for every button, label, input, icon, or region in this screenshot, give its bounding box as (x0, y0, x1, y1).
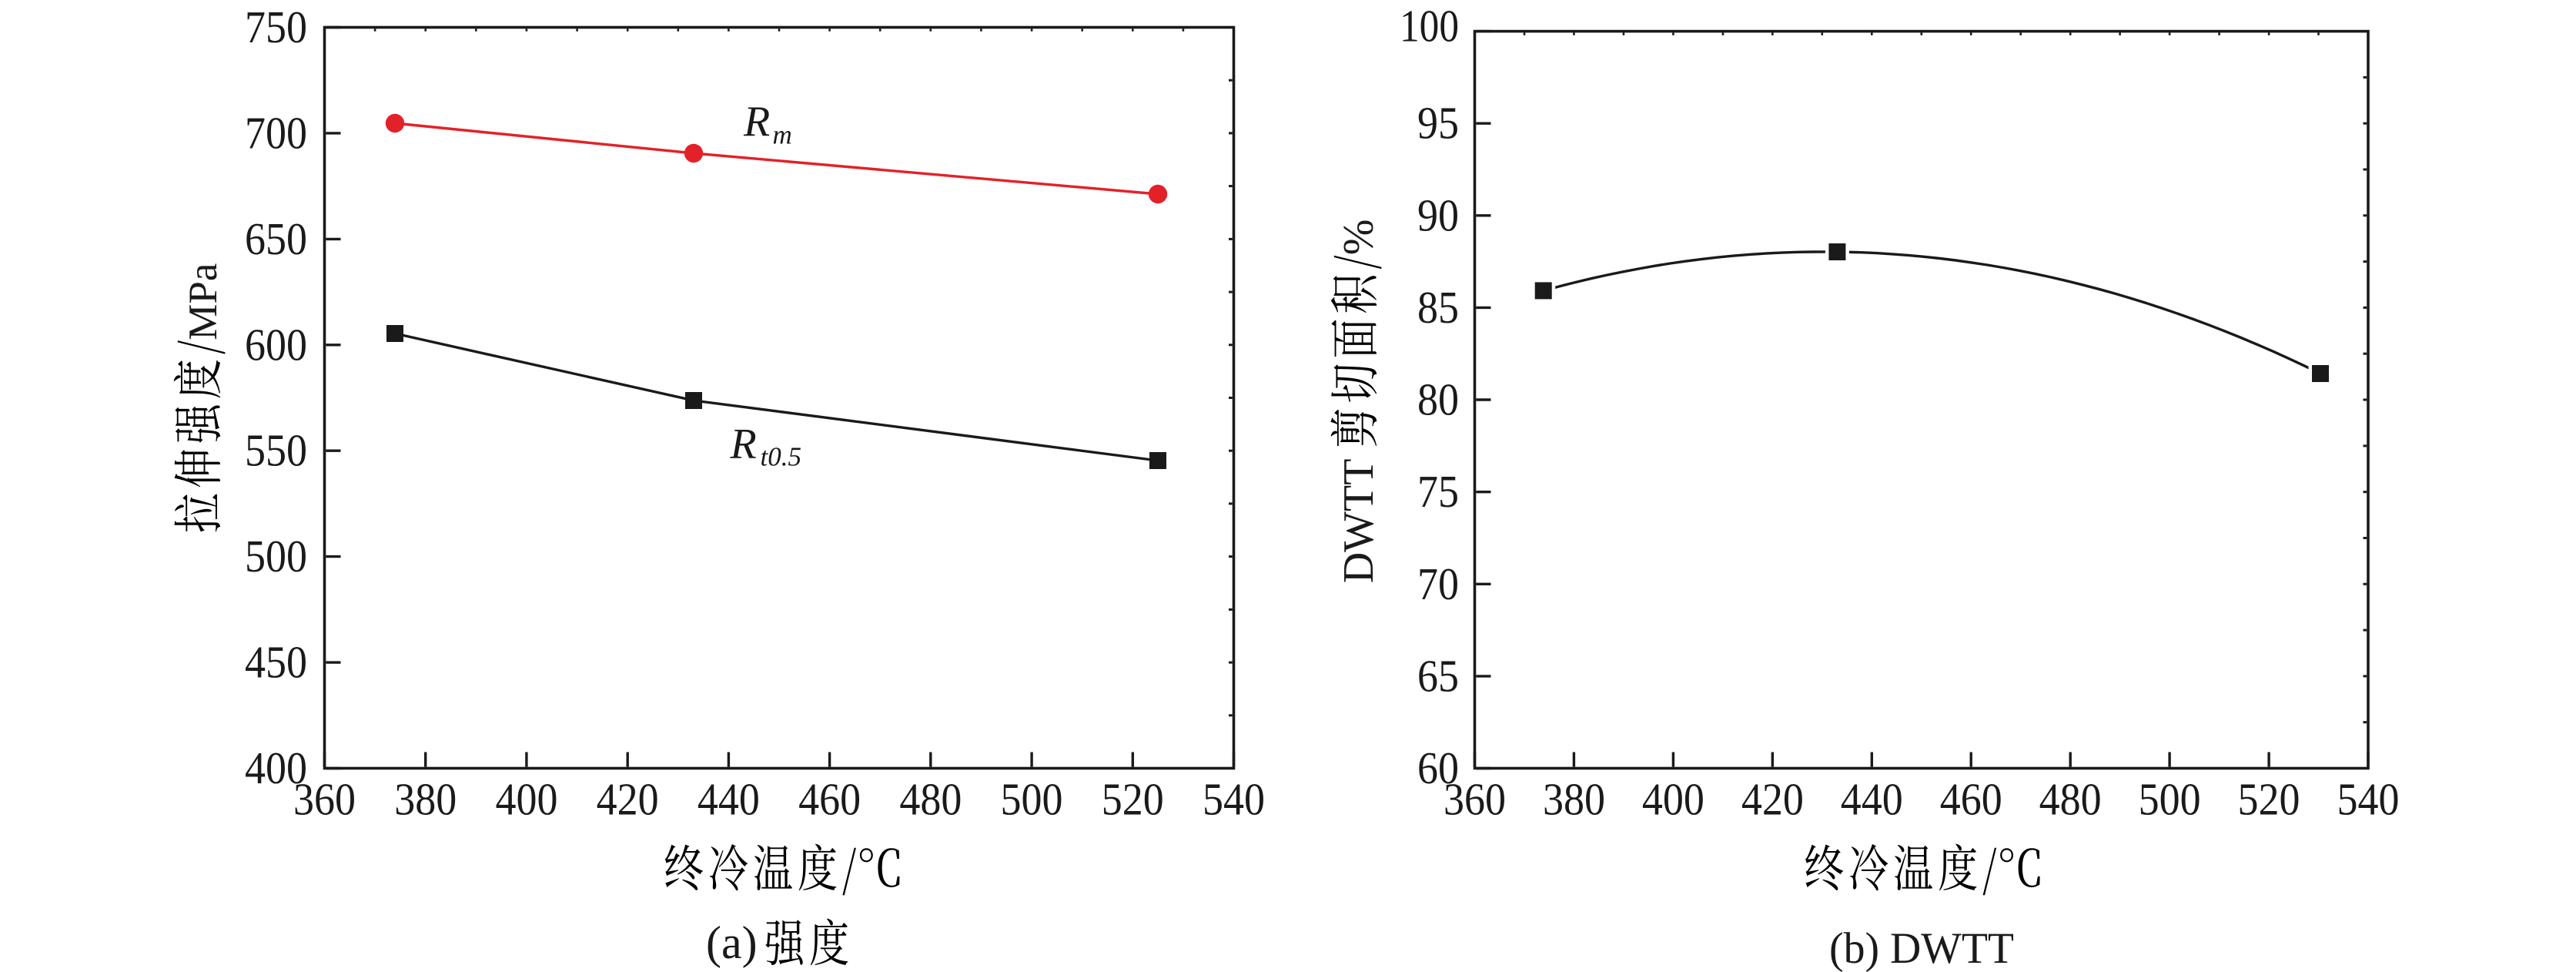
svg-text:480: 480 (899, 773, 962, 824)
svg-text:90: 90 (1417, 189, 1459, 240)
svg-text:(b) DWTT: (b) DWTT (1829, 924, 2014, 972)
svg-text:700: 700 (245, 107, 307, 158)
svg-text:R: R (743, 98, 770, 146)
svg-text:500: 500 (2139, 773, 2201, 824)
svg-text:500: 500 (245, 531, 307, 582)
svg-text:600: 600 (245, 319, 307, 370)
svg-text:520: 520 (1102, 773, 1164, 824)
svg-text:440: 440 (698, 773, 760, 824)
svg-text:550: 550 (245, 425, 307, 476)
svg-text:60: 60 (1417, 742, 1459, 793)
svg-text:650: 650 (245, 213, 307, 264)
svg-text:t0.5: t0.5 (761, 442, 801, 472)
svg-text:360: 360 (293, 773, 356, 824)
svg-text:540: 540 (1203, 773, 1265, 824)
svg-text:450: 450 (245, 637, 307, 688)
svg-text:420: 420 (1741, 773, 1804, 824)
svg-text:100: 100 (1400, 1, 1459, 52)
svg-text:420: 420 (597, 773, 659, 824)
svg-text:520: 520 (2238, 773, 2300, 824)
svg-text:380: 380 (394, 773, 457, 824)
svg-text:440: 440 (1841, 773, 1903, 824)
svg-text:380: 380 (1543, 773, 1605, 824)
svg-text:80: 80 (1417, 374, 1459, 425)
svg-text:400: 400 (1642, 773, 1705, 824)
svg-text:65: 65 (1417, 650, 1459, 701)
svg-text:360: 360 (1444, 773, 1506, 824)
svg-text:400: 400 (245, 742, 307, 793)
svg-text:(a): (a) (706, 917, 758, 968)
svg-text:500: 500 (1001, 773, 1063, 824)
svg-text:480: 480 (2039, 773, 2102, 824)
svg-text:m: m (773, 120, 792, 150)
svg-text:70: 70 (1417, 558, 1459, 609)
svg-text:75: 75 (1417, 466, 1459, 517)
svg-text:85: 85 (1417, 282, 1459, 333)
svg-text:%: % (1335, 220, 1383, 256)
svg-text:460: 460 (1940, 773, 2002, 824)
svg-text:95: 95 (1417, 98, 1459, 149)
svg-text:540: 540 (2337, 773, 2400, 824)
svg-text:MPa: MPa (181, 263, 226, 340)
svg-text:DWTT: DWTT (1335, 448, 1383, 584)
svg-text:750: 750 (245, 2, 307, 52)
svg-text:400: 400 (495, 773, 557, 824)
svg-text:R: R (730, 421, 757, 468)
svg-text:460: 460 (798, 773, 861, 824)
